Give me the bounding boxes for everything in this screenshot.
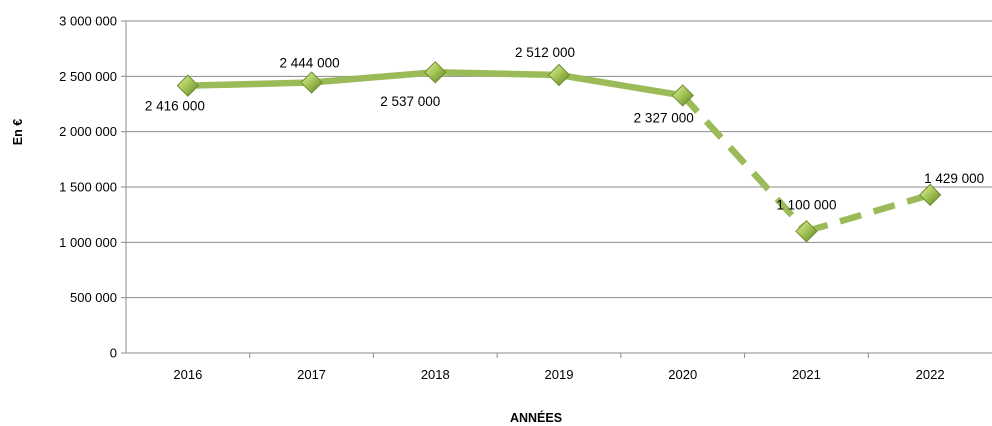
x-tick-label: 2016 [173, 367, 202, 382]
x-axis-title: ANNÉES [510, 410, 562, 425]
x-tick-label: 2021 [792, 367, 821, 382]
x-tick-labels: 2016 2017 2018 2019 2020 2021 2022 [173, 367, 944, 382]
data-label: 1 100 000 [776, 197, 836, 212]
y-tick-label: 1 000 000 [59, 235, 117, 250]
data-point-marker [176, 74, 200, 97]
series-line-segment [308, 68, 439, 86]
series-markers [176, 61, 942, 243]
data-point-marker [918, 183, 942, 207]
x-tick-label: 2017 [297, 367, 326, 382]
data-label: 1 429 000 [924, 171, 984, 186]
y-tick-label: 1 500 000 [59, 180, 117, 195]
y-tick-label: 500 000 [70, 290, 117, 305]
data-point-marker [424, 61, 447, 84]
data-point-marker [795, 220, 818, 243]
data-label: 2 416 000 [145, 99, 205, 114]
series-line-segment [805, 191, 932, 235]
y-axis-title: En € [11, 119, 25, 145]
series-line-segment [432, 68, 563, 79]
gridlines [126, 20, 992, 299]
x-tick-label: 2022 [916, 367, 945, 382]
data-point-marker [547, 63, 571, 87]
data-labels: 2 416 000 2 444 000 2 537 000 2 512 000 2 32… [145, 45, 984, 212]
data-label: 2 444 000 [280, 56, 340, 71]
data-point-marker [300, 71, 323, 94]
y-tick-label: 2 000 000 [59, 124, 117, 139]
y-tick-label: 0 [110, 346, 117, 361]
y-tick-labels: 0 500 000 1 000 000 1 500 000 2 000 000 2 500… [59, 14, 117, 361]
data-point-marker [671, 84, 694, 107]
x-tick-label: 2018 [421, 367, 450, 382]
y-tick-label: 2 500 000 [59, 69, 117, 84]
data-label: 2 537 000 [380, 94, 440, 109]
data-label: 2 327 000 [634, 110, 694, 125]
x-tick-label: 2019 [545, 367, 574, 382]
x-tick-label: 2020 [668, 367, 697, 382]
y-tick-label: 3 000 000 [59, 14, 117, 29]
series-line-segment [680, 93, 809, 234]
axes [121, 20, 992, 358]
data-label: 2 512 000 [515, 45, 575, 60]
series-line-segment [184, 79, 315, 89]
series-line-segment [555, 71, 686, 99]
series-line [184, 68, 932, 235]
